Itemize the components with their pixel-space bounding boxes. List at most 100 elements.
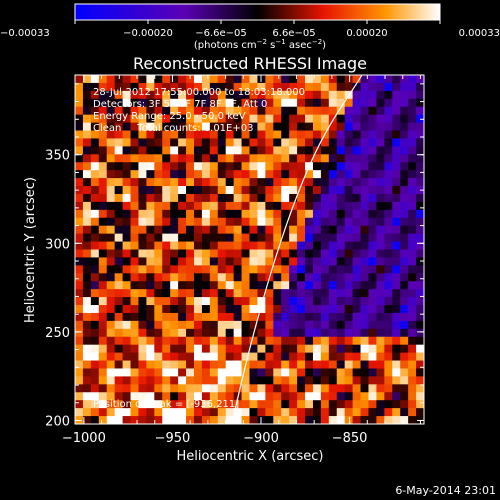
heatmap-cell — [106, 368, 116, 378]
heatmap-cell — [146, 281, 155, 290]
heatmap-cell — [90, 384, 100, 393]
heatmap-cell — [209, 400, 219, 409]
heatmap-cell — [297, 328, 306, 338]
heatmap-cell — [281, 178, 290, 187]
heatmap-cell — [241, 170, 251, 179]
heatmap-cell — [392, 320, 401, 330]
heatmap-cell — [170, 154, 179, 163]
heatmap-cell — [328, 297, 338, 306]
heatmap-cell — [98, 249, 108, 259]
heatmap-cell — [265, 360, 274, 370]
heatmap-cell — [281, 90, 290, 100]
heatmap-cell — [154, 201, 163, 211]
heatmap-cell — [273, 114, 282, 124]
heatmap-cell — [368, 416, 378, 424]
heatmap-cell — [193, 352, 203, 362]
heatmap-cell — [209, 257, 219, 266]
heatmap-cell — [138, 209, 147, 219]
heatmap-cell — [82, 336, 92, 346]
heatmap-cell — [344, 384, 354, 393]
heatmap-cell — [225, 297, 235, 306]
heatmap-cell — [170, 344, 179, 354]
heatmap-cell — [297, 225, 306, 235]
heatmap-cell — [209, 352, 219, 362]
heatmap-cell — [209, 376, 219, 385]
heatmap-cell — [400, 249, 409, 259]
heatmap-cell — [344, 392, 354, 401]
heatmap-cell — [170, 106, 179, 116]
heatmap-cell — [352, 233, 362, 243]
heatmap-cell — [257, 178, 266, 187]
heatmap-cell — [130, 376, 140, 385]
heatmap-cell — [114, 273, 124, 282]
heatmap-cell — [241, 376, 251, 385]
heatmap-cell — [368, 305, 378, 314]
heatmap-cell — [178, 257, 187, 266]
heatmap-cell — [233, 408, 243, 417]
heatmap-cell — [328, 328, 338, 338]
heatmap-cell — [320, 75, 330, 84]
heatmap-cell — [225, 360, 235, 370]
heatmap-cell — [114, 376, 124, 385]
heatmap-cell — [360, 233, 370, 243]
heatmap-cell — [312, 225, 322, 235]
heatmap-cell — [82, 376, 92, 385]
heatmap-cell — [336, 352, 346, 362]
heatmap-cell — [98, 114, 108, 124]
heatmap-cell — [392, 289, 401, 298]
heatmap-cell — [90, 376, 100, 385]
heatmap-cell — [297, 265, 306, 274]
heatmap-cell — [305, 273, 314, 282]
heatmap-cell — [82, 273, 92, 282]
heatmap-cell — [241, 106, 251, 116]
heatmap-cell — [305, 328, 314, 338]
heatmap-cell — [154, 336, 163, 346]
heatmap-cell — [328, 217, 338, 227]
heatmap-cell — [249, 336, 259, 346]
heatmap-cell — [281, 98, 290, 108]
heatmap-cell — [312, 320, 322, 330]
heatmap-cell — [416, 312, 424, 322]
heatmap-cell — [368, 82, 378, 92]
heatmap-cell — [368, 233, 378, 243]
heatmap-cell — [130, 201, 140, 211]
heatmap-cell — [281, 75, 290, 84]
heatmap-cell — [416, 297, 424, 306]
heatmap-cell — [209, 265, 219, 274]
heatmap-cell — [384, 400, 393, 409]
heatmap-cell — [114, 257, 124, 266]
heatmap-cell — [106, 98, 116, 108]
heatmap-cell — [273, 320, 282, 330]
heatmap-cell — [138, 257, 147, 266]
heatmap-cell — [154, 368, 163, 378]
heatmap-cell — [170, 201, 179, 211]
heatmap-cell — [114, 400, 124, 409]
heatmap-cell — [130, 146, 140, 155]
heatmap-cell — [146, 241, 155, 251]
heatmap-cell — [186, 352, 195, 362]
heatmap-cell — [170, 376, 179, 385]
heatmap-cell — [241, 305, 251, 314]
heatmap-cell — [257, 265, 266, 274]
heatmap-cell — [416, 233, 424, 243]
heatmap-cell — [320, 154, 330, 163]
heatmap-cell — [122, 98, 132, 108]
heatmap-cell — [384, 376, 393, 385]
heatmap-cell — [376, 249, 385, 259]
heatmap-cell — [408, 122, 417, 132]
heatmap-cell — [392, 249, 401, 259]
heatmap-cell — [193, 106, 203, 116]
heatmap-cell — [106, 209, 116, 219]
heatmap-cell — [352, 368, 362, 378]
heatmap-cell — [106, 376, 116, 385]
heatmap-cell — [162, 320, 171, 330]
heatmap-cell — [400, 360, 409, 370]
heatmap-cell — [344, 376, 354, 385]
heatmap-cell — [106, 154, 116, 163]
heatmap-cell — [193, 90, 203, 100]
heatmap-cell — [114, 170, 124, 179]
heatmap-cell — [281, 257, 290, 266]
heatmap-cell — [170, 170, 179, 179]
heatmap-cell — [281, 416, 290, 424]
heatmap-cell — [408, 217, 417, 227]
